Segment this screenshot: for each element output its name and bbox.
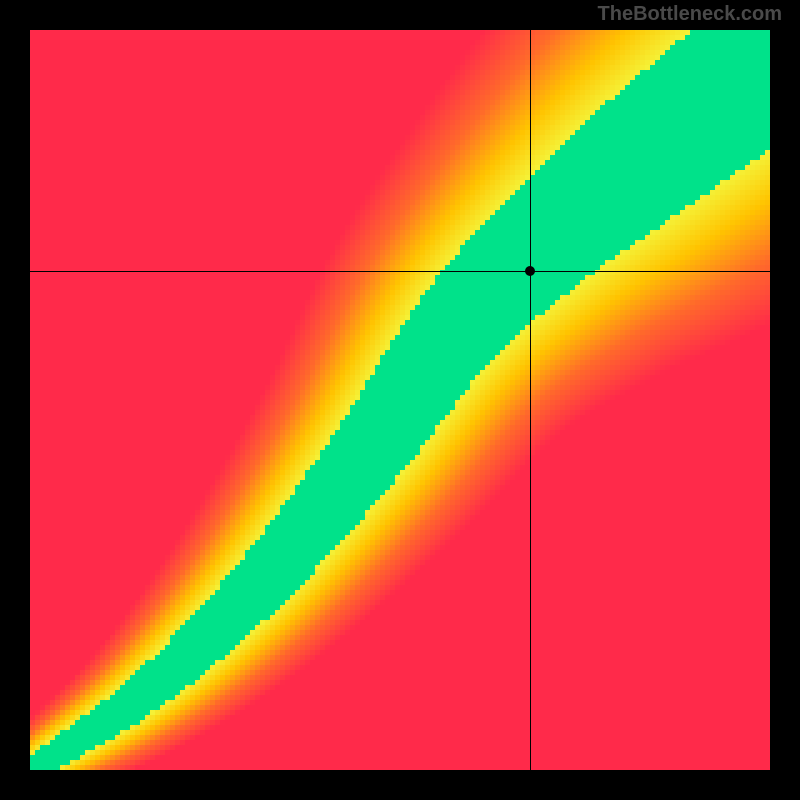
crosshair-vertical: [530, 30, 531, 770]
crosshair-marker: [525, 266, 535, 276]
watermark-text: TheBottleneck.com: [598, 3, 782, 26]
plot-area: [30, 30, 770, 770]
crosshair-horizontal: [30, 271, 770, 272]
heatmap-canvas: [30, 30, 770, 770]
